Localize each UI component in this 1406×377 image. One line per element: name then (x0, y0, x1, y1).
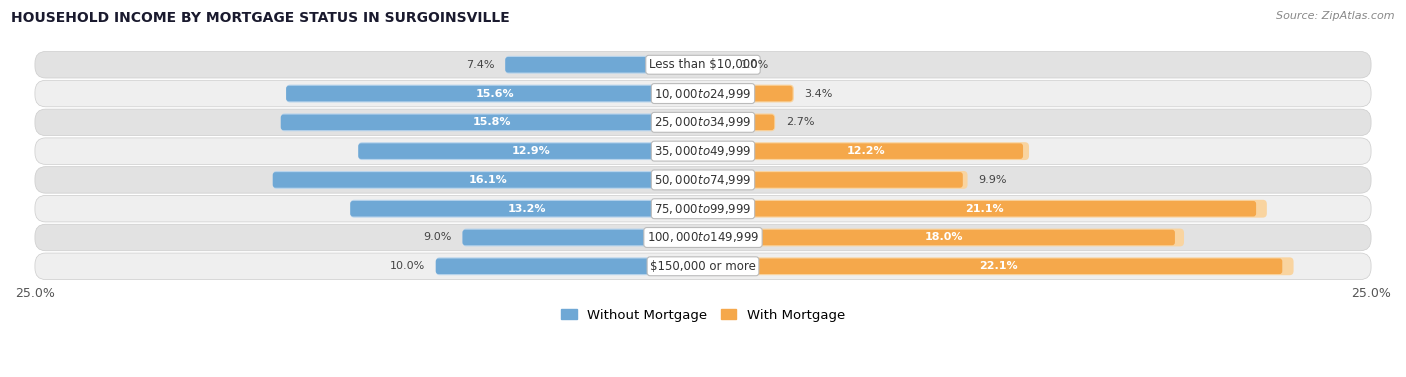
FancyBboxPatch shape (35, 224, 1371, 251)
FancyBboxPatch shape (703, 201, 1256, 216)
FancyBboxPatch shape (35, 138, 1371, 164)
FancyBboxPatch shape (287, 86, 695, 101)
Text: $75,000 to $99,999: $75,000 to $99,999 (654, 202, 752, 216)
FancyBboxPatch shape (703, 56, 730, 74)
FancyBboxPatch shape (703, 113, 775, 131)
FancyBboxPatch shape (35, 109, 1371, 136)
FancyBboxPatch shape (703, 172, 963, 188)
FancyBboxPatch shape (703, 257, 1294, 275)
Text: Less than $10,000: Less than $10,000 (648, 58, 758, 71)
Text: $50,000 to $74,999: $50,000 to $74,999 (654, 173, 752, 187)
Text: 9.0%: 9.0% (423, 233, 451, 242)
Text: 2.7%: 2.7% (786, 117, 814, 127)
Text: 1.0%: 1.0% (741, 60, 769, 70)
FancyBboxPatch shape (35, 253, 1371, 279)
Text: 16.1%: 16.1% (468, 175, 508, 185)
Text: 12.9%: 12.9% (512, 146, 550, 156)
FancyBboxPatch shape (703, 86, 793, 101)
Text: $10,000 to $24,999: $10,000 to $24,999 (654, 87, 752, 101)
FancyBboxPatch shape (273, 172, 695, 188)
Text: 12.2%: 12.2% (846, 146, 886, 156)
FancyBboxPatch shape (703, 200, 1267, 218)
FancyBboxPatch shape (436, 259, 697, 274)
FancyBboxPatch shape (350, 201, 696, 216)
FancyBboxPatch shape (287, 84, 703, 103)
FancyBboxPatch shape (35, 80, 1371, 107)
FancyBboxPatch shape (359, 143, 696, 159)
FancyBboxPatch shape (281, 113, 703, 131)
Text: 9.9%: 9.9% (979, 175, 1007, 185)
Text: 18.0%: 18.0% (924, 233, 963, 242)
Text: 15.8%: 15.8% (472, 117, 512, 127)
Text: 15.6%: 15.6% (475, 89, 513, 98)
FancyBboxPatch shape (703, 57, 730, 72)
FancyBboxPatch shape (703, 142, 1029, 160)
Text: Source: ZipAtlas.com: Source: ZipAtlas.com (1277, 11, 1395, 21)
FancyBboxPatch shape (35, 195, 1371, 222)
FancyBboxPatch shape (436, 257, 703, 275)
Legend: Without Mortgage, With Mortgage: Without Mortgage, With Mortgage (555, 303, 851, 327)
Text: $25,000 to $34,999: $25,000 to $34,999 (654, 115, 752, 129)
Text: HOUSEHOLD INCOME BY MORTGAGE STATUS IN SURGOINSVILLE: HOUSEHOLD INCOME BY MORTGAGE STATUS IN S… (11, 11, 510, 25)
FancyBboxPatch shape (463, 228, 703, 247)
FancyBboxPatch shape (505, 56, 703, 74)
FancyBboxPatch shape (35, 52, 1371, 78)
FancyBboxPatch shape (350, 200, 703, 218)
Text: 22.1%: 22.1% (979, 261, 1018, 271)
FancyBboxPatch shape (703, 230, 1175, 245)
FancyBboxPatch shape (703, 143, 1024, 159)
Text: 10.0%: 10.0% (389, 261, 425, 271)
Text: 13.2%: 13.2% (508, 204, 546, 214)
Text: 3.4%: 3.4% (804, 89, 832, 98)
Text: 21.1%: 21.1% (966, 204, 1004, 214)
FancyBboxPatch shape (703, 84, 794, 103)
FancyBboxPatch shape (703, 259, 1282, 274)
FancyBboxPatch shape (359, 142, 703, 160)
Text: 7.4%: 7.4% (465, 60, 495, 70)
FancyBboxPatch shape (35, 167, 1371, 193)
Text: $100,000 to $149,999: $100,000 to $149,999 (647, 230, 759, 245)
FancyBboxPatch shape (703, 115, 775, 130)
FancyBboxPatch shape (703, 228, 1184, 247)
Text: $150,000 or more: $150,000 or more (650, 260, 756, 273)
FancyBboxPatch shape (273, 171, 703, 189)
FancyBboxPatch shape (505, 57, 699, 72)
FancyBboxPatch shape (281, 115, 695, 130)
Text: $35,000 to $49,999: $35,000 to $49,999 (654, 144, 752, 158)
FancyBboxPatch shape (703, 171, 967, 189)
FancyBboxPatch shape (463, 230, 699, 245)
